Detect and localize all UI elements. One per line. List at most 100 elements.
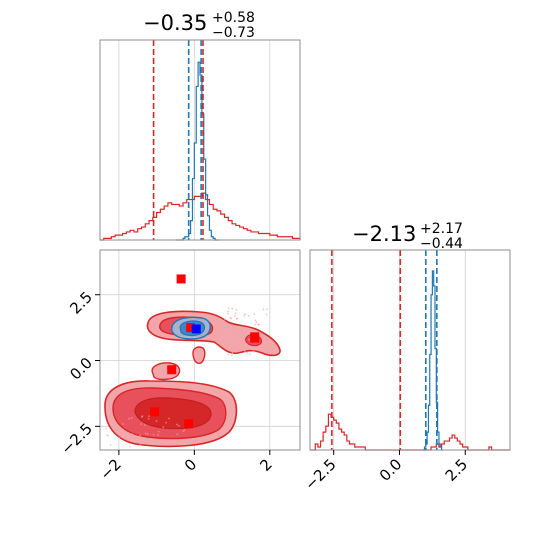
sample-point <box>234 312 237 315</box>
x-tick-label: −2.5 <box>301 455 339 493</box>
sample-point <box>118 436 121 439</box>
sample-point <box>234 340 236 343</box>
param1-histogram-frame <box>99 39 301 241</box>
sample-point <box>248 338 251 341</box>
sample-point <box>254 346 256 349</box>
sample-point <box>266 345 269 348</box>
sample-point <box>243 330 246 333</box>
sample-point <box>231 307 234 310</box>
sample-point <box>183 428 186 431</box>
sample-point <box>235 343 238 345</box>
sample-point <box>122 423 125 425</box>
sample-point <box>129 445 131 448</box>
blue-histogram <box>423 270 443 451</box>
red-contour-mid-small-2 <box>192 346 206 365</box>
sample-point <box>231 354 233 357</box>
red-marker <box>186 323 196 333</box>
sample-point <box>236 331 239 334</box>
sample-point <box>140 423 143 425</box>
y-tick-label: 0.0 <box>66 354 96 384</box>
param2-histogram-frame <box>309 249 511 451</box>
sample-point <box>245 351 248 354</box>
sample-point <box>178 425 180 427</box>
sample-point <box>246 343 249 346</box>
sample-point <box>224 347 227 349</box>
sample-point <box>144 432 147 435</box>
sample-point <box>119 429 122 432</box>
joint-density-frame <box>99 249 301 451</box>
sample-point <box>168 417 171 420</box>
x-tick-label: 0.0 <box>376 455 406 485</box>
sample-point <box>128 417 131 420</box>
x-tick-label: 2.5 <box>442 455 472 485</box>
sample-point <box>234 315 236 317</box>
param2-title-plus: +2.17 <box>420 221 463 237</box>
red-marker <box>167 365 177 375</box>
sample-point <box>109 418 112 421</box>
param2-title-main: −2.13 <box>352 222 416 246</box>
sample-point <box>233 335 236 338</box>
sample-point <box>159 441 161 443</box>
sample-point <box>247 315 250 317</box>
panel-joint-density: −2 0 2 −2.5 0.0 2.5 <box>58 249 301 484</box>
red-marker <box>176 274 186 284</box>
sample-point <box>144 424 146 427</box>
x-tick-label: 2 <box>256 455 275 474</box>
sample-point <box>223 337 226 340</box>
sample-point <box>242 328 245 331</box>
sample-point <box>244 333 246 336</box>
sample-point <box>147 417 150 420</box>
param1-title-minus: −0.73 <box>212 25 255 41</box>
sample-point <box>241 349 244 351</box>
param2-x-axis: −2.5 0.0 2.5 <box>301 450 471 494</box>
sample-point <box>227 307 230 310</box>
param2-title-minus: −0.44 <box>420 236 463 252</box>
x-tick-label: 0 <box>181 455 200 474</box>
sample-point <box>165 421 167 424</box>
sample-point <box>229 333 231 336</box>
sample-point <box>235 318 238 320</box>
y-tick-label: 2.5 <box>66 288 96 318</box>
panel-param2-histogram: −2.13 +2.17 −0.44 −2.5 0.0 2.5 <box>301 221 511 494</box>
red-contour-low-blob-inner <box>134 397 212 430</box>
sample-point <box>227 353 230 356</box>
sample-point <box>266 338 269 341</box>
sample-point <box>257 348 260 350</box>
sample-point <box>176 433 179 436</box>
red-marker <box>250 332 260 342</box>
param1-x-axis: −2 0 2 <box>97 450 276 484</box>
sample-point <box>157 430 160 433</box>
sample-point <box>125 435 127 437</box>
x-tick-label: −2 <box>97 455 125 483</box>
sample-point <box>266 308 268 311</box>
sample-point <box>255 321 258 324</box>
sample-point <box>257 324 260 326</box>
param2-y-axis: −2.5 0.0 2.5 <box>58 288 100 458</box>
sample-point <box>253 350 256 353</box>
sample-point <box>224 318 226 321</box>
sample-point <box>105 427 108 430</box>
sample-point <box>157 434 159 436</box>
panel-param1-histogram: −0.35 +0.58 −0.73 <box>99 10 301 241</box>
sample-point <box>182 430 185 433</box>
sample-point <box>225 334 228 337</box>
red-histogram <box>310 413 510 451</box>
sample-point <box>118 425 120 428</box>
sample-point <box>105 434 108 436</box>
red-marker <box>184 419 194 429</box>
blue-histogram <box>175 61 219 241</box>
sample-point <box>254 323 257 326</box>
sample-point <box>253 313 256 315</box>
sample-point <box>262 308 265 311</box>
sample-point <box>238 337 241 340</box>
sample-point <box>244 350 246 352</box>
sample-point <box>226 337 229 340</box>
sample-point <box>229 316 232 319</box>
sample-point <box>171 440 174 443</box>
param1-title-main: −0.35 <box>143 11 207 35</box>
sample-point <box>265 313 268 316</box>
sample-point <box>157 441 160 444</box>
sample-point <box>244 343 247 345</box>
sample-point <box>155 420 158 423</box>
